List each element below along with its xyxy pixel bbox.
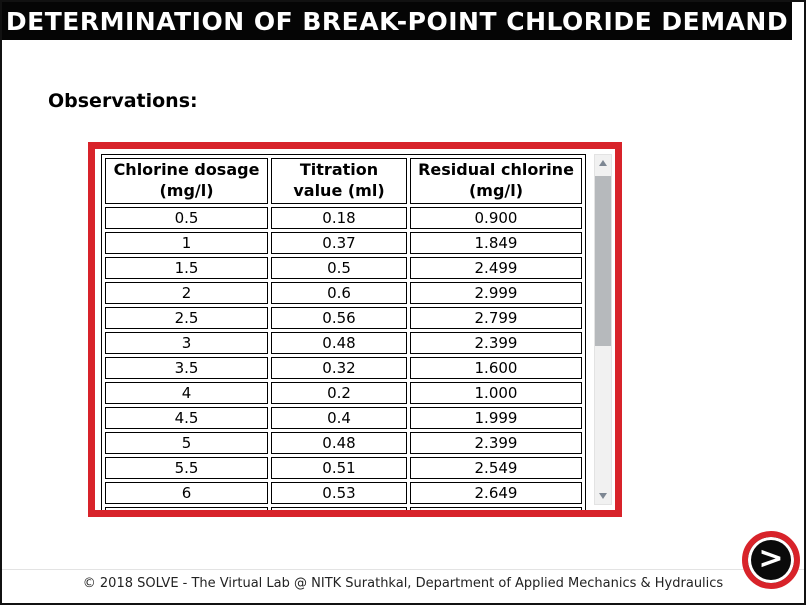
table-cell: 0.51 — [271, 457, 407, 479]
table-row: 0.5 0.18 0.900 — [105, 207, 582, 229]
scrollbar-thumb[interactable] — [595, 176, 611, 346]
table-cell: 0.2 — [271, 382, 407, 404]
table-row: 1 0.37 1.849 — [105, 232, 582, 254]
table-cell: 4 — [105, 382, 268, 404]
table-row: 5.5 0.51 2.549 — [105, 457, 582, 479]
table-cell — [410, 507, 582, 510]
table-cell: 0.5 — [271, 257, 407, 279]
table-row: 6 0.53 2.649 — [105, 482, 582, 504]
observations-table: Chlorine dosage (mg/l) Titration value (m… — [101, 154, 586, 510]
table-cell: 2.799 — [410, 307, 582, 329]
table-cell: 2.649 — [410, 482, 582, 504]
table-cell: 0.37 — [271, 232, 407, 254]
table-cell: 2.549 — [410, 457, 582, 479]
table-row: 2 0.6 2.999 — [105, 282, 582, 304]
table-cell: 4.5 — [105, 407, 268, 429]
scroll-down-button[interactable] — [595, 488, 611, 504]
table-cell: 0.53 — [271, 482, 407, 504]
table-cell — [271, 507, 407, 510]
table-cell: 1.999 — [410, 407, 582, 429]
table-row-partial — [105, 507, 582, 510]
table-cell: 0.56 — [271, 307, 407, 329]
table-cell: 0.900 — [410, 207, 582, 229]
table-cell: 2.399 — [410, 432, 582, 454]
column-header: Titration value (ml) — [271, 158, 407, 204]
table-cell: 0.6 — [271, 282, 407, 304]
table-scrollbar[interactable] — [594, 154, 612, 505]
observations-heading: Observations: — [48, 90, 198, 112]
table-cell: 1.5 — [105, 257, 268, 279]
footer-text: © 2018 SOLVE - The Virtual Lab @ NITK Su… — [82, 576, 724, 591]
page-title: DETERMINATION OF BREAK-POINT CHLORIDE DE… — [5, 6, 789, 36]
table-row: 3 0.48 2.399 — [105, 332, 582, 354]
scroll-down-arrow-icon — [599, 493, 607, 499]
next-button[interactable]: > — [742, 531, 800, 589]
table-cell: 2.499 — [410, 257, 582, 279]
table-cell: 1.600 — [410, 357, 582, 379]
table-cell: 1 — [105, 232, 268, 254]
scroll-up-button[interactable] — [595, 155, 611, 171]
column-header: Residual chlorine (mg/l) — [410, 158, 582, 204]
table-viewport: Chlorine dosage (mg/l) Titration value (m… — [101, 154, 593, 510]
table-cell: 5 — [105, 432, 268, 454]
table-cell: 0.32 — [271, 357, 407, 379]
scroll-up-arrow-icon — [599, 160, 607, 166]
table-cell: 6 — [105, 482, 268, 504]
table-row: 3.5 0.32 1.600 — [105, 357, 582, 379]
table-cell: 0.4 — [271, 407, 407, 429]
table-row: 4.5 0.4 1.999 — [105, 407, 582, 429]
next-arrow-icon: > — [758, 540, 784, 576]
table-cell: 2.999 — [410, 282, 582, 304]
table-cell: 0.48 — [271, 432, 407, 454]
content-divider — [2, 569, 804, 570]
table-row: 5 0.48 2.399 — [105, 432, 582, 454]
table-cell: 2 — [105, 282, 268, 304]
table-cell: 0.18 — [271, 207, 407, 229]
table-cell: 0.48 — [271, 332, 407, 354]
table-cell: 1.849 — [410, 232, 582, 254]
table-header-row: Chlorine dosage (mg/l) Titration value (m… — [105, 158, 582, 204]
table-cell: 3.5 — [105, 357, 268, 379]
table-row: 4 0.2 1.000 — [105, 382, 582, 404]
table-cell: 3 — [105, 332, 268, 354]
column-header: Chlorine dosage (mg/l) — [105, 158, 268, 204]
table-cell: 0.5 — [105, 207, 268, 229]
table-cell: 5.5 — [105, 457, 268, 479]
table-row: 2.5 0.56 2.799 — [105, 307, 582, 329]
title-bar: DETERMINATION OF BREAK-POINT CHLORIDE DE… — [2, 2, 792, 40]
table-cell: 1.000 — [410, 382, 582, 404]
table-cell — [105, 507, 268, 510]
table-row: 1.5 0.5 2.499 — [105, 257, 582, 279]
table-cell: 2.399 — [410, 332, 582, 354]
table-cell: 2.5 — [105, 307, 268, 329]
observations-panel: Chlorine dosage (mg/l) Titration value (m… — [88, 142, 622, 517]
